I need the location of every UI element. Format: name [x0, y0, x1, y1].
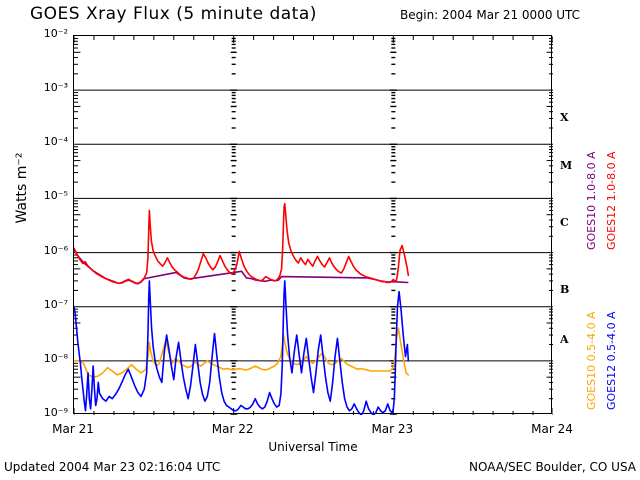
y-tick-label: 10⁻²: [43, 27, 68, 40]
legend-item-3: GOES12 0.5-4.0 A: [605, 311, 618, 410]
x-tick-label: Mar 23: [371, 422, 414, 436]
y-tick-label: 10⁻⁴: [43, 135, 68, 149]
updated-timestamp: Updated 2004 Mar 23 02:16:04 UTC: [4, 460, 221, 474]
chart-plot-area: [73, 35, 553, 415]
chart-canvas: [74, 36, 553, 415]
begin-time-label: Begin: 2004 Mar 21 0000 UTC: [400, 8, 581, 22]
legend-item-1: GOES12 1.0-8.0 A: [605, 151, 618, 250]
flare-class-A: A: [560, 333, 569, 346]
y-tick-label: 10⁻³: [43, 81, 68, 95]
legend-item-0: GOES10 1.0-8.0 A: [585, 151, 598, 250]
page-title: GOES Xray Flux (5 minute data): [30, 4, 317, 24]
flare-class-X: X: [560, 111, 569, 124]
flare-class-B: B: [560, 283, 570, 296]
y-tick-label: 10⁻⁹: [43, 406, 68, 419]
y-tick-label: 10⁻⁶: [43, 243, 68, 257]
y-tick-label: 10⁻⁷: [43, 297, 68, 311]
legend-item-2: GOES10 0.5-4.0 A: [585, 311, 598, 410]
x-tick-label: Mar 21: [52, 422, 94, 436]
x-tick-label: Mar 24: [531, 422, 573, 436]
flare-class-M: M: [560, 159, 573, 172]
y-tick-label: 10⁻⁵: [43, 189, 68, 203]
x-axis-title: Universal Time: [268, 440, 358, 454]
x-tick-label: Mar 22: [211, 422, 254, 436]
flare-class-C: C: [560, 216, 569, 229]
y-tick-label: 10⁻⁸: [43, 351, 68, 365]
agency-credit: NOAA/SEC Boulder, CO USA: [469, 460, 636, 474]
